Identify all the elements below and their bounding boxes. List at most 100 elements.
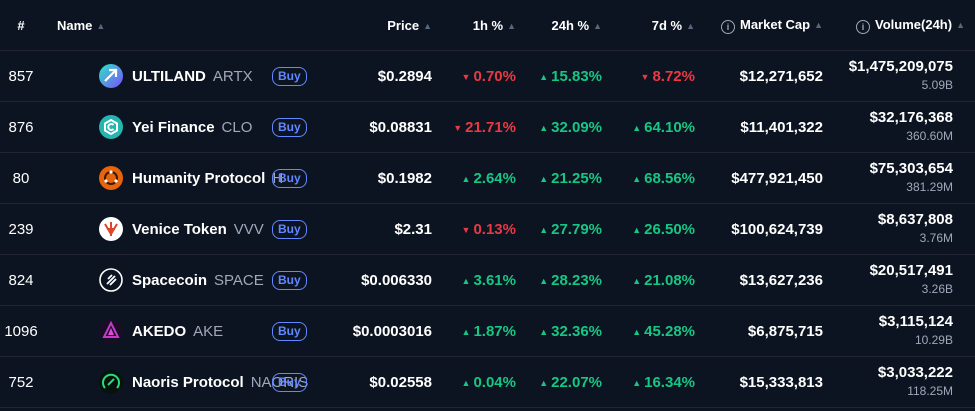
- buy-button[interactable]: Buy: [272, 168, 307, 188]
- change-24h: ▲ 27.79%: [539, 220, 602, 238]
- coin-name-link[interactable]: Yei Finance CLO: [42, 115, 272, 139]
- header-name[interactable]: Name ▲︎: [42, 0, 272, 51]
- sort-icon: ▲: [686, 20, 695, 31]
- coin-symbol: VVV: [233, 220, 264, 238]
- coin-price: $0.2894: [377, 67, 432, 85]
- table-row[interactable]: 239 Venice Token VVV Buy $2.31 ▼ 0.13% ▲ 2…: [0, 203, 975, 255]
- coin-name-link[interactable]: Humanity Protocol H: [42, 166, 283, 190]
- volume-coin: 360.60M: [906, 129, 953, 143]
- table-row[interactable]: 824 Spacecoin SPACE Buy $0.006330 ▲ 3.61%…: [0, 254, 975, 306]
- coin-name-link[interactable]: Naoris Protocol NAORIS: [42, 370, 308, 394]
- buy-button[interactable]: Buy: [272, 372, 307, 392]
- header-1h[interactable]: 1h % ▲: [432, 0, 516, 51]
- coin-name-link[interactable]: ULTILAND ARTX: [42, 64, 272, 88]
- sort-icon: ▲: [814, 19, 823, 30]
- change-1h: ▼ 21.71%: [453, 118, 516, 136]
- coin-price: $0.08831: [369, 118, 432, 136]
- sort-icon: ▲: [423, 20, 432, 31]
- buy-button[interactable]: Buy: [272, 321, 307, 341]
- change-1h: ▲ 3.61%: [461, 271, 516, 289]
- coin-name: Humanity Protocol: [132, 169, 266, 187]
- coin-price: $0.0003016: [352, 322, 432, 340]
- volume-coin: 381.29M: [906, 180, 953, 194]
- header-rank[interactable]: #: [0, 0, 42, 51]
- akedo-logo-icon: [99, 319, 123, 343]
- volume-usd[interactable]: $1,475,209,075: [848, 58, 953, 75]
- volume-usd[interactable]: $3,033,222: [877, 364, 953, 381]
- coin-rank: 239: [8, 220, 34, 238]
- coin-rank: 752: [8, 373, 34, 391]
- header-market-cap[interactable]: i Market Cap ▲: [695, 0, 823, 51]
- change-7d: ▲ 64.10%: [632, 118, 695, 136]
- table-header: # Name ▲︎ Price ▲ 1h % ▲ 24h % ▲ 7d % ▲ i Mark…: [0, 0, 975, 51]
- buy-button[interactable]: Buy: [272, 66, 307, 86]
- change-24h: ▲ 15.83%: [539, 67, 602, 85]
- sort-icon: ▲︎: [96, 20, 106, 31]
- change-1h: ▼ 0.70%: [461, 67, 516, 85]
- coin-name: Spacecoin: [132, 271, 208, 289]
- coin-price: $0.006330: [361, 271, 432, 289]
- volume-usd[interactable]: $8,637,808: [877, 211, 953, 228]
- volume-usd[interactable]: $32,176,368: [869, 109, 953, 126]
- naoris-protocol-logo-icon: [99, 370, 123, 394]
- table-row[interactable]: 752 Naoris Protocol NAORIS Buy $0.02558 …: [0, 356, 975, 408]
- coin-name: Naoris Protocol: [132, 373, 244, 391]
- venice-token-logo-icon: [99, 217, 123, 241]
- market-cap: $6,875,715: [747, 322, 823, 340]
- coin-name-link[interactable]: Venice Token VVV: [42, 217, 272, 241]
- volume-usd[interactable]: $75,303,654: [869, 160, 953, 177]
- coin-name: Yei Finance: [132, 118, 215, 136]
- yei-finance-logo-icon: [99, 115, 123, 139]
- volume-coin: 10.29B: [914, 333, 953, 347]
- header-7d[interactable]: 7d % ▲: [602, 0, 695, 51]
- info-icon[interactable]: i: [721, 19, 735, 34]
- volume-usd[interactable]: $3,115,124: [878, 313, 953, 330]
- header-spacer: [272, 0, 332, 51]
- volume-usd[interactable]: $20,517,491: [869, 262, 953, 279]
- header-volume[interactable]: i Volume(24h) ▲: [823, 0, 975, 51]
- change-1h: ▼ 0.13%: [461, 220, 516, 238]
- table-body: 857 ULTILAND ARTX Buy $0.2894 ▼ 0.70% ▲ 15…: [0, 50, 975, 408]
- change-7d: ▲ 68.56%: [632, 169, 695, 187]
- market-cap: $11,401,322: [740, 118, 823, 136]
- market-cap: $12,271,652: [739, 67, 823, 85]
- coin-symbol: ARTX: [212, 67, 253, 85]
- coin-name: ULTILAND: [132, 67, 206, 85]
- volume-coin: 3.26B: [921, 282, 953, 296]
- coin-price: $2.31: [394, 220, 432, 238]
- coin-price: $0.02558: [369, 373, 432, 391]
- coin-name: AKEDO: [132, 322, 187, 340]
- sort-icon: ▲: [956, 19, 965, 30]
- buy-button[interactable]: Buy: [272, 219, 307, 239]
- table-row[interactable]: 857 ULTILAND ARTX Buy $0.2894 ▼ 0.70% ▲ 15…: [0, 50, 975, 102]
- change-24h: ▲ 22.07%: [539, 373, 602, 391]
- humanity-protocol-logo-icon: [99, 166, 123, 190]
- coin-rank: 857: [8, 67, 34, 85]
- coin-rank: 876: [8, 118, 34, 136]
- coin-name: Venice Token: [132, 220, 227, 238]
- coin-symbol: SPACE: [214, 271, 264, 289]
- change-7d: ▲ 45.28%: [632, 322, 695, 340]
- volume-coin: 3.76M: [919, 231, 953, 245]
- market-cap: $15,333,813: [739, 373, 823, 391]
- coin-name-link[interactable]: AKEDO AKE: [42, 319, 272, 343]
- buy-button[interactable]: Buy: [272, 117, 307, 137]
- buy-button[interactable]: Buy: [272, 270, 307, 290]
- change-24h: ▲ 28.23%: [539, 271, 602, 289]
- header-24h[interactable]: 24h % ▲: [516, 0, 602, 51]
- table-row[interactable]: 876 Yei Finance CLO Buy $0.08831 ▼ 21.71%…: [0, 101, 975, 153]
- info-icon[interactable]: i: [856, 19, 871, 34]
- market-cap: $100,624,739: [731, 220, 823, 238]
- change-7d: ▲ 16.34%: [632, 373, 695, 391]
- coin-rank: 1096: [4, 322, 38, 340]
- change-24h: ▲ 32.09%: [539, 118, 602, 136]
- ultiland-logo-icon: [99, 64, 123, 88]
- table-row[interactable]: 80 Humanity Protocol H Buy $0.1982 ▲ 2.64…: [0, 152, 975, 204]
- coin-name-link[interactable]: Spacecoin SPACE: [42, 268, 272, 292]
- coin-symbol: CLO: [221, 118, 253, 136]
- change-24h: ▲ 21.25%: [539, 169, 602, 187]
- header-price[interactable]: Price ▲: [332, 0, 432, 51]
- change-1h: ▲ 1.87%: [461, 322, 516, 340]
- table-row[interactable]: 1096 AKEDO AKE Buy $0.0003016 ▲ 1.87% ▲ 32…: [0, 305, 975, 357]
- market-cap: $477,921,450: [731, 169, 823, 187]
